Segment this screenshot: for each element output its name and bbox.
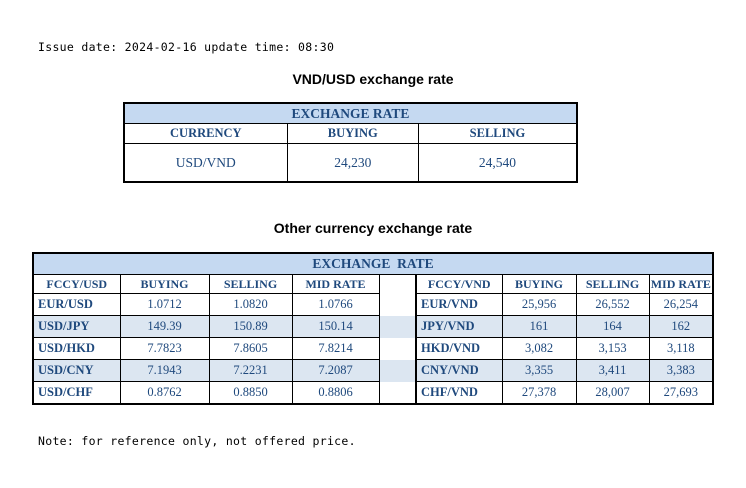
gap-cell: [378, 293, 417, 316]
currency-pair-cell: USD/HKD: [32, 337, 121, 360]
table-row: USD/VND 24,230 24,540: [123, 143, 578, 183]
mid-rate-cell: 3,383: [648, 359, 714, 382]
selling-rate-cell: 26,552: [575, 293, 650, 316]
currency-pair-cell: HKD/VND: [415, 337, 503, 360]
column-header-mid-rate: MID RATE: [648, 274, 714, 294]
gap-cell: [378, 315, 417, 338]
column-header-buying: BUYING: [286, 123, 419, 144]
currency-pair-cell: EUR/USD: [32, 293, 121, 316]
table-row: USD/CHF 0.8762 0.8850 0.8806 CHF/VND 27,…: [32, 381, 714, 405]
mid-rate-cell: 1.0766: [291, 293, 380, 316]
column-header-fccy-vnd: FCCY/VND: [415, 274, 503, 294]
column-header-buying: BUYING: [119, 274, 210, 294]
table-header-band: EXCHANGE RATE: [123, 102, 578, 124]
mid-rate-cell: 150.14: [291, 315, 380, 338]
exchange-rate-band-label: EXCHANGE RATE: [123, 102, 578, 124]
buying-rate-cell: 161: [501, 315, 577, 338]
table-row: USD/CNY 7.1943 7.2231 7.2087 CNY/VND 3,3…: [32, 359, 714, 382]
currency-pair-cell: USD/VND: [123, 143, 288, 183]
currency-pair-cell: USD/CHF: [32, 381, 121, 405]
mid-rate-cell: 3,118: [648, 337, 714, 360]
mid-rate-cell: 162: [648, 315, 714, 338]
currency-pair-cell: JPY/VND: [415, 315, 503, 338]
column-header-selling: SELLING: [575, 274, 650, 294]
currency-pair-cell: USD/JPY: [32, 315, 121, 338]
buying-rate-cell: 7.7823: [119, 337, 210, 360]
table-row: EUR/USD 1.0712 1.0820 1.0766 EUR/VND 25,…: [32, 293, 714, 316]
selling-rate-cell: 3,153: [575, 337, 650, 360]
gap-cell: [378, 381, 417, 404]
issue-date-line: Issue date: 2024-02-16 update time: 08:3…: [38, 40, 335, 54]
mid-rate-cell: 27,693: [648, 381, 714, 405]
selling-rate-cell: 1.0820: [208, 293, 293, 316]
selling-rate-cell: 24,540: [417, 143, 578, 183]
column-header-row: CURRENCY BUYING SELLING: [123, 123, 578, 144]
gap-cell: [378, 359, 417, 382]
other-table-section-title: Other currency exchange rate: [273, 220, 473, 236]
gap-cell: [378, 274, 417, 294]
other-currency-rate-table: EXCHANGE RATE FCCY/USD BUYING SELLING MI…: [32, 252, 715, 405]
gap-cell: [378, 337, 417, 360]
selling-rate-cell: 3,411: [575, 359, 650, 382]
buying-rate-cell: 149.39: [119, 315, 210, 338]
buying-rate-cell: 24,230: [286, 143, 419, 183]
buying-rate-cell: 3,082: [501, 337, 577, 360]
table-header-band: EXCHANGE RATE: [32, 252, 714, 275]
mid-rate-cell: 26,254: [648, 293, 714, 316]
buying-rate-cell: 3,355: [501, 359, 577, 382]
buying-rate-cell: 7.1943: [119, 359, 210, 382]
buying-rate-cell: 25,956: [501, 293, 577, 316]
mid-rate-cell: 7.2087: [291, 359, 380, 382]
column-header-buying: BUYING: [501, 274, 577, 294]
currency-pair-cell: CHF/VND: [415, 381, 503, 405]
selling-rate-cell: 164: [575, 315, 650, 338]
column-header-mid-rate: MID RATE: [291, 274, 380, 294]
selling-rate-cell: 0.8850: [208, 381, 293, 405]
note-line: Note: for reference only, not offered pr…: [38, 434, 356, 448]
table-row: USD/HKD 7.7823 7.8605 7.8214 HKD/VND 3,0…: [32, 337, 714, 360]
usd-table-section-title: VND/USD exchange rate: [292, 71, 454, 87]
column-header-row: FCCY/USD BUYING SELLING MID RATE FCCY/VN…: [32, 274, 714, 294]
selling-rate-cell: 28,007: [575, 381, 650, 405]
column-header-currency: CURRENCY: [123, 123, 288, 144]
exchange-rate-band-label: EXCHANGE RATE: [32, 252, 714, 275]
buying-rate-cell: 1.0712: [119, 293, 210, 316]
column-header-selling: SELLING: [417, 123, 578, 144]
currency-pair-cell: CNY/VND: [415, 359, 503, 382]
usd-vnd-rate-table: EXCHANGE RATE CURRENCY BUYING SELLING US…: [123, 102, 578, 183]
selling-rate-cell: 7.8605: [208, 337, 293, 360]
buying-rate-cell: 0.8762: [119, 381, 210, 405]
column-header-selling: SELLING: [208, 274, 293, 294]
mid-rate-cell: 0.8806: [291, 381, 380, 405]
selling-rate-cell: 7.2231: [208, 359, 293, 382]
selling-rate-cell: 150.89: [208, 315, 293, 338]
currency-pair-cell: EUR/VND: [415, 293, 503, 316]
column-header-fccy-usd: FCCY/USD: [32, 274, 121, 294]
mid-rate-cell: 7.8214: [291, 337, 380, 360]
table-row: USD/JPY 149.39 150.89 150.14 JPY/VND 161…: [32, 315, 714, 338]
buying-rate-cell: 27,378: [501, 381, 577, 405]
currency-pair-cell: USD/CNY: [32, 359, 121, 382]
